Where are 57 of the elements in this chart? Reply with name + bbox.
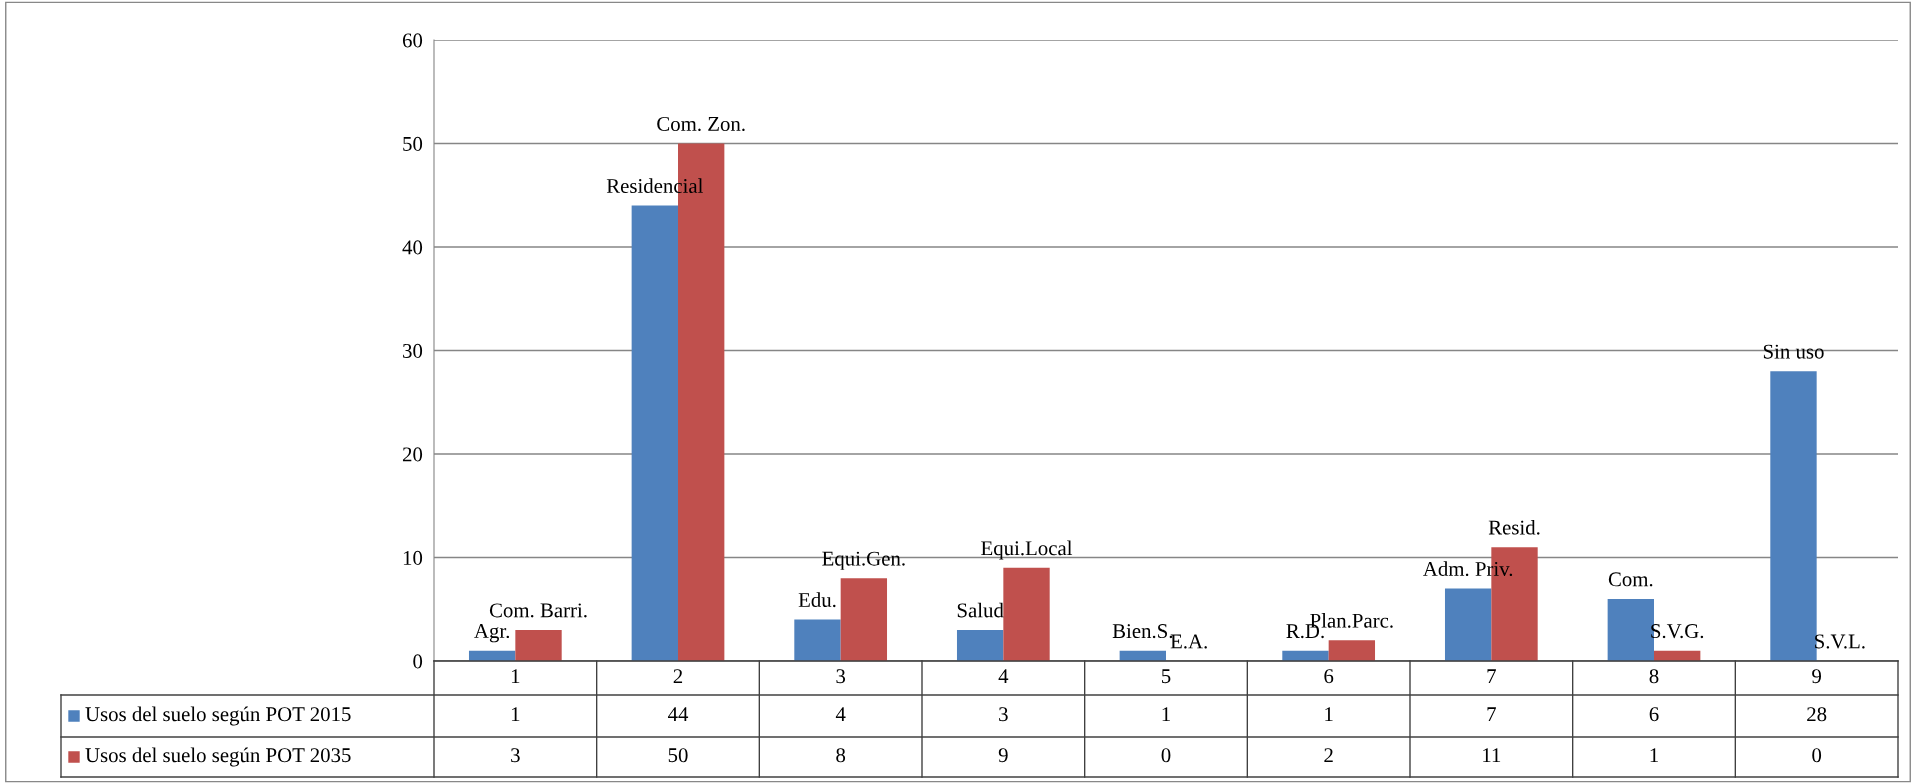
bar <box>1328 640 1376 661</box>
x-tick-label: 5 <box>1162 669 1171 684</box>
y-tick-label: 50 <box>403 136 423 151</box>
annotation: Com. Zon. <box>657 116 745 132</box>
y-tick-label: 10 <box>403 550 423 565</box>
data-label: 2 <box>1324 748 1333 763</box>
data-label: 1 <box>1325 707 1333 722</box>
legend-label: Usos del suelo según POT 2035 <box>85 747 351 767</box>
annotation: Equi.Local <box>981 540 1073 560</box>
x-tick-label: 3 <box>836 669 846 684</box>
annotation: Salud <box>957 602 1004 618</box>
bar <box>794 619 841 661</box>
x-tick-label: 4 <box>998 669 1009 684</box>
data-label: 3 <box>999 707 1008 722</box>
bar <box>1003 567 1050 661</box>
annotation: Equi.Gen. <box>822 551 905 570</box>
annotation: Sin uso <box>1763 344 1824 359</box>
annotation: Com. Barri. <box>489 603 587 618</box>
y-tick-label: 20 <box>402 447 423 462</box>
data-label: 44 <box>667 707 689 722</box>
data-label: 11 <box>1483 748 1501 763</box>
x-tick-label: 8 <box>1649 669 1659 684</box>
annotation: Bien.S. <box>1112 624 1173 639</box>
bar <box>631 205 678 661</box>
bar <box>515 629 562 661</box>
y-tick-label: 60 <box>402 33 423 48</box>
data-label: 9 <box>998 748 1008 763</box>
data-label: 0 <box>1812 748 1822 763</box>
y-tick-label: 30 <box>403 343 423 358</box>
annotation: Resid. <box>1488 519 1540 535</box>
x-tick-label: 1 <box>511 669 520 684</box>
data-label: 1 <box>1162 707 1170 722</box>
data-label: 1 <box>511 707 520 722</box>
annotation: Com. <box>1608 572 1653 587</box>
bar <box>1444 588 1492 661</box>
data-label: 7 <box>1487 707 1496 722</box>
data-label: 6 <box>1649 707 1659 722</box>
x-tick-label: 9 <box>1812 669 1822 684</box>
y-tick-label: 0 <box>413 654 423 669</box>
data-label: 4 <box>835 707 846 722</box>
x-tick-label: 2 <box>673 669 683 684</box>
data-label: 50 <box>668 748 688 763</box>
bar <box>956 629 1004 661</box>
bar <box>840 578 888 661</box>
x-tick-label: 6 <box>1324 669 1334 684</box>
data-label: 3 <box>511 748 520 763</box>
annotation: Agr. <box>474 624 510 643</box>
data-label: 0 <box>1161 748 1171 763</box>
legend-label: Usos del suelo según POT 2015 <box>85 706 351 726</box>
annotation: E.A. <box>1170 634 1207 649</box>
x-tick-label: 7 <box>1487 669 1496 684</box>
bar <box>1770 371 1817 661</box>
data-label: 1 <box>1650 748 1658 763</box>
data-label: 28 <box>1807 707 1827 722</box>
y-tick-label: 40 <box>402 240 423 255</box>
annotation: Edu. <box>798 592 836 608</box>
data-label: 8 <box>836 748 846 763</box>
